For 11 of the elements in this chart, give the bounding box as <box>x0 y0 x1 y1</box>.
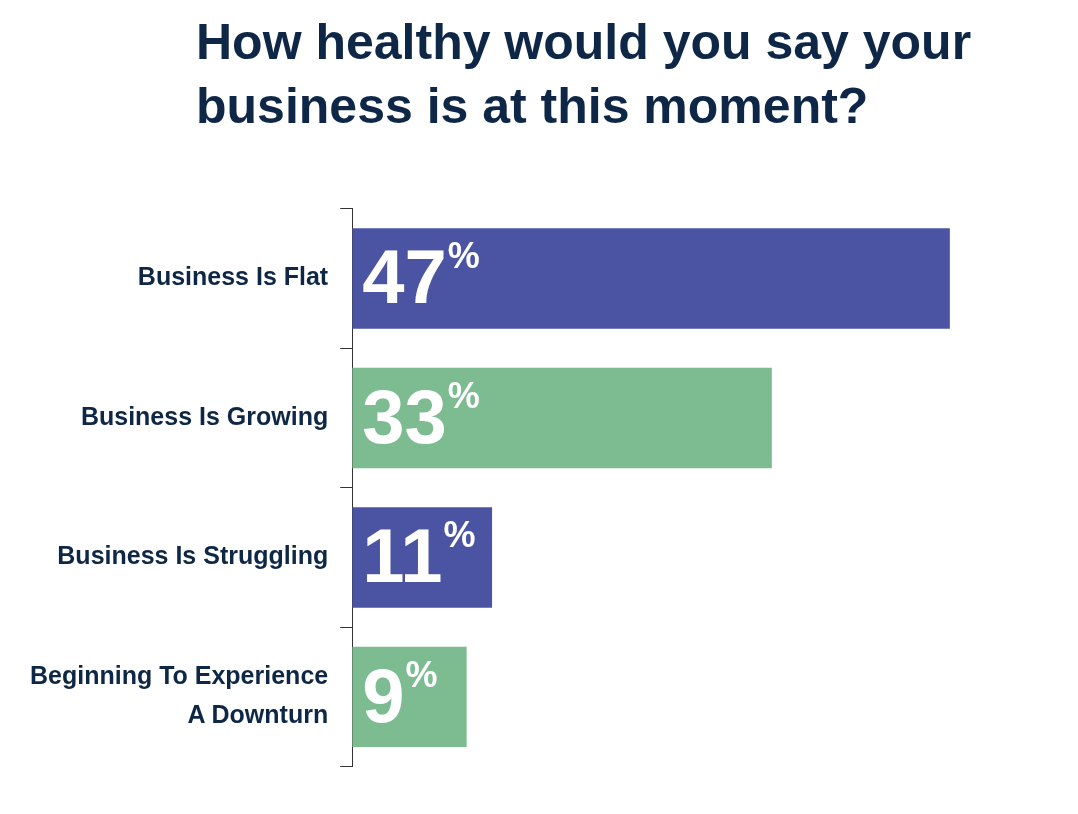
y-tick-label: Business Is Flat <box>137 262 329 291</box>
bar <box>352 228 950 329</box>
data-label: 47% <box>362 234 480 320</box>
data-label: 11% <box>362 513 476 599</box>
chart-title: How healthy would you say your business is at this moment? <box>196 13 973 136</box>
bar <box>352 367 772 469</box>
data-label: 33% <box>362 373 480 459</box>
y-tick-label: Business Is Growing <box>80 401 329 430</box>
y-tick-label: Business Is Struggling <box>57 541 329 570</box>
data-label: 9% <box>362 652 438 738</box>
y-tick-label: Beginning To Experience A Downturn <box>29 661 329 729</box>
